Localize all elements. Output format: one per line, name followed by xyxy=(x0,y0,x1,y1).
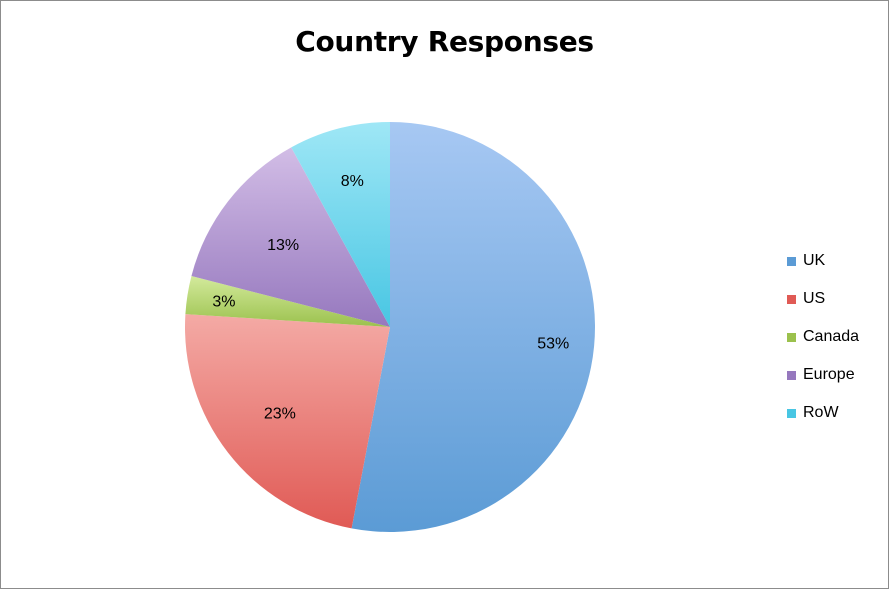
legend-swatch xyxy=(787,332,796,342)
legend-swatch xyxy=(787,408,796,418)
legend-label: Canada xyxy=(803,328,860,345)
pie-slice-row xyxy=(291,122,390,327)
chart-title: Country Responses xyxy=(295,25,594,58)
legend-swatch xyxy=(787,256,796,266)
chart-legend: UK US Canada Europe RoW xyxy=(787,242,859,432)
data-label-canada: 3% xyxy=(212,294,235,311)
legend-label: Europe xyxy=(803,366,855,383)
pie-slice-uk xyxy=(351,122,595,532)
data-label-row: 8% xyxy=(341,173,364,190)
pie-slice-canada xyxy=(185,276,390,327)
legend-item-us: US xyxy=(787,280,859,318)
pie-slice-us xyxy=(185,314,390,529)
legend-item-uk: UK xyxy=(787,242,859,280)
legend-item-europe: Europe xyxy=(787,356,859,394)
legend-swatch xyxy=(787,370,796,380)
legend-swatch xyxy=(787,294,796,304)
legend-label: UK xyxy=(803,252,826,269)
data-label-uk: 53% xyxy=(537,335,569,352)
pie-slice-europe xyxy=(191,147,390,327)
legend-label: US xyxy=(803,290,826,307)
data-label-us: 23% xyxy=(264,405,296,422)
legend-label: RoW xyxy=(803,404,839,421)
legend-item-canada: Canada xyxy=(787,318,859,356)
legend-item-row: RoW xyxy=(787,394,859,432)
data-label-europe: 13% xyxy=(267,237,299,254)
